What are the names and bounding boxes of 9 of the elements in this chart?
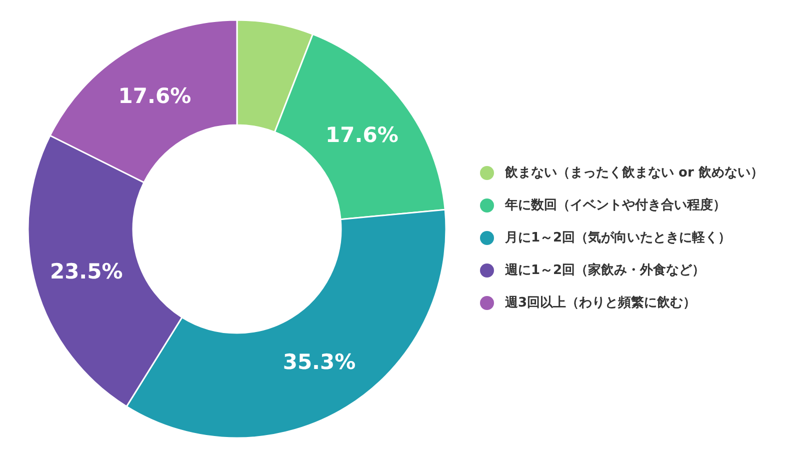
data-label: 23.5%	[50, 260, 123, 284]
data-label: 17.6%	[118, 84, 192, 108]
data-label: 17.6%	[326, 122, 398, 147]
legend-label: 週に1～2回（家飲み・外食など）	[504, 262, 706, 278]
legend-label: 週3回以上（わりと頻繁に飲む）	[504, 294, 696, 310]
legend-label: 月に1～2回（気が向いたときに軽く）	[504, 230, 732, 246]
data-label: 35.3%	[282, 350, 356, 374]
legend-label: 飲まない（まったく飲まない or 飲めない）	[504, 166, 764, 180]
legend-label: 年に数回（イベントや付き合い程度）	[504, 197, 726, 213]
